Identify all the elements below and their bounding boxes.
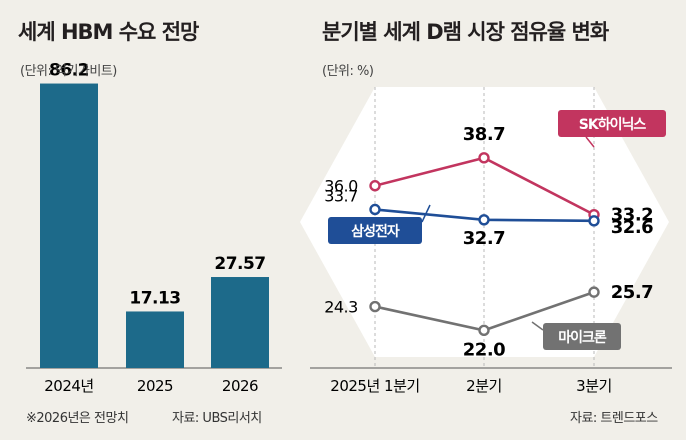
hbm-demand-panel: 86.2 2024년 17.13 2025 27.57 2026 세계 HBM 수요 전망…	[0, 0, 300, 440]
series-point	[478, 324, 490, 337]
series-tag-connector	[585, 136, 595, 148]
bar-chart-footnote: ※2026년은 전망치	[26, 411, 129, 426]
series-value-label: 22.0	[463, 339, 505, 360]
series-tag-box	[558, 110, 666, 137]
series-point	[478, 214, 490, 226]
series-value-label: 32.7	[463, 228, 505, 249]
bar-value-label: 27.57	[214, 254, 265, 274]
bar-value-label: 17.13	[129, 288, 180, 308]
series-point	[478, 152, 490, 164]
bar-1	[126, 311, 184, 368]
line-category-label: 2분기	[466, 377, 502, 395]
bar-chart-title: 세계 HBM 수요 전망	[18, 20, 199, 44]
series-value-label: 33.2	[611, 205, 653, 226]
bar-category-label: 2024년	[44, 377, 93, 395]
series-name-label: 삼성전자	[351, 223, 400, 240]
bar-chart-unit: (단위: 억기가비트)	[20, 64, 117, 79]
series-value-label: 38.7	[463, 124, 505, 145]
bar-category-label: 2025	[137, 377, 173, 395]
line-chart-unit: (단위: %)	[322, 64, 374, 79]
series-name-label: 마이크론	[558, 329, 607, 346]
bar-category-label: 2026	[222, 377, 258, 395]
series-tag-box	[543, 323, 621, 350]
line-chart-title: 분기별 세계 D램 시장 점유율 변화	[322, 20, 609, 44]
series-point	[588, 286, 600, 298]
bar-2	[211, 277, 269, 368]
series-value-label: 25.7	[611, 282, 653, 303]
series-value-label: 36.0	[324, 177, 358, 196]
series-point	[369, 300, 381, 313]
dram-share-panel: 2025년 1분기 2분기 3분기 36.0 38.7 33.2 SK하이닉스 33.7 32.…	[300, 0, 686, 440]
series-tag-connector	[531, 321, 544, 331]
series-name-label: SK하이닉스	[579, 116, 647, 133]
series-point	[588, 215, 600, 227]
series-value-label: 33.7	[324, 186, 358, 205]
series-tag-box	[328, 217, 422, 244]
line-category-label: 2025년 1분기	[330, 377, 419, 395]
line-category-label: 3분기	[576, 377, 612, 395]
bar-0	[40, 83, 98, 368]
series-value-label: 24.3	[324, 298, 358, 317]
series-tag-connector	[421, 204, 431, 223]
dram-line-chart: 2025년 1분기 2분기 3분기 36.0 38.7 33.2 SK하이닉스 33.7 32.…	[300, 87, 672, 395]
bar-value-label: 86.2	[49, 61, 89, 81]
series-value-label: 32.6	[611, 217, 653, 238]
series-point	[369, 180, 381, 192]
line-chart-source: 자료: 트렌드포스	[570, 411, 658, 426]
bar-chart-source: 자료: UBS리서치	[172, 411, 262, 426]
hbm-bar-chart: 86.2 2024년 17.13 2025 27.57 2026	[26, 61, 282, 395]
series-point	[369, 203, 381, 216]
